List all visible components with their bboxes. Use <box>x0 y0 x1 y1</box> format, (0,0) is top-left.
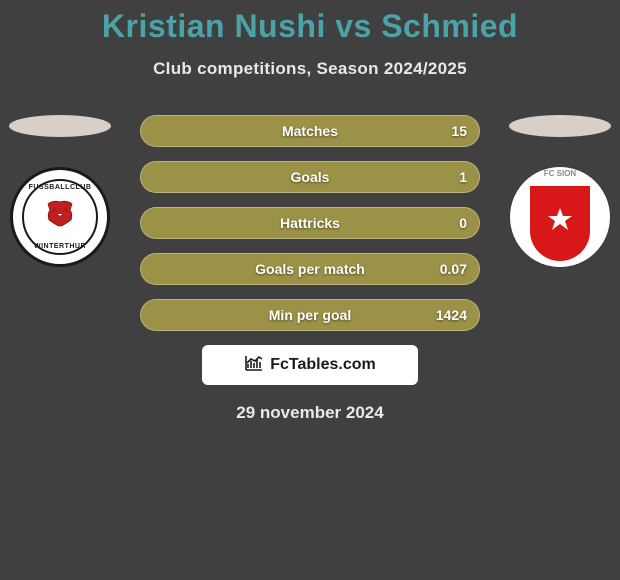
subtitle: Club competitions, Season 2024/2025 <box>0 59 620 79</box>
star-icon <box>546 206 574 241</box>
left-column: FUSSBALLCLUB WINTERTHUR <box>0 115 120 267</box>
stat-row-goals: Goals 1 <box>140 161 480 193</box>
team-badge-left: FUSSBALLCLUB WINTERTHUR <box>10 167 110 267</box>
badge-left-text-bottom: WINTERTHUR <box>34 243 86 250</box>
page-title: Kristian Nushi vs Schmied <box>0 8 620 45</box>
badge-left-text-top: FUSSBALLCLUB <box>29 184 92 191</box>
right-oval <box>509 115 611 137</box>
stat-row-matches: Matches 15 <box>140 115 480 147</box>
stat-label: Matches <box>282 123 338 139</box>
branding-text: FcTables.com <box>270 356 376 374</box>
stat-row-hattricks: Hattricks 0 <box>140 207 480 239</box>
stat-label: Goals per match <box>255 261 365 277</box>
stat-value: 0 <box>459 215 467 231</box>
content-row: FUSSBALLCLUB WINTERTHUR Matches 15 Goals… <box>0 115 620 423</box>
stat-value: 1 <box>459 169 467 185</box>
stat-label: Hattricks <box>280 215 340 231</box>
date: 29 november 2024 <box>140 403 480 423</box>
lion-icon <box>43 196 77 238</box>
right-column: FC SION <box>500 115 620 267</box>
stat-value: 15 <box>451 123 467 139</box>
stat-label: Goals <box>291 169 330 185</box>
stats-column: Matches 15 Goals 1 Hattricks 0 Goals per… <box>120 115 500 423</box>
stat-value: 0.07 <box>440 261 467 277</box>
stat-row-mpg: Min per goal 1424 <box>140 299 480 331</box>
stat-value: 1424 <box>436 307 467 323</box>
branding-box: FcTables.com <box>202 345 418 385</box>
team-badge-right: FC SION <box>510 167 610 267</box>
stat-row-gpm: Goals per match 0.07 <box>140 253 480 285</box>
badge-right-text: FC SION <box>544 169 576 178</box>
left-oval <box>9 115 111 137</box>
chart-icon <box>244 354 264 377</box>
stat-label: Min per goal <box>269 307 351 323</box>
